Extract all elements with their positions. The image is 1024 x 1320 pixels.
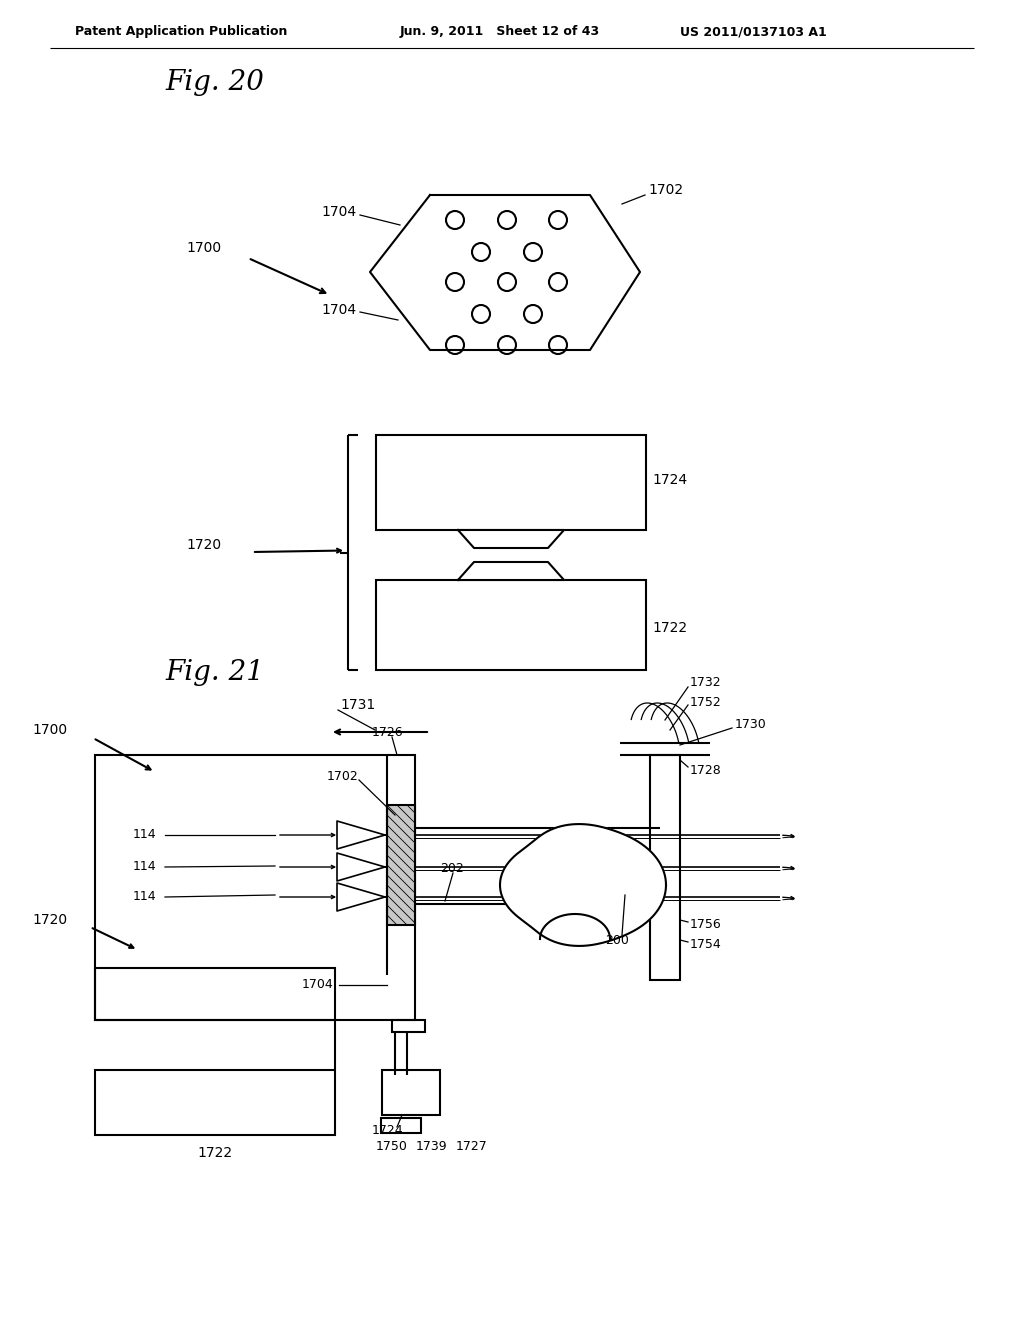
Bar — [95, 755, 415, 1020]
Bar — [650, 755, 680, 979]
Text: Patent Application Publication: Patent Application Publication — [75, 25, 288, 38]
Text: 1704: 1704 — [322, 304, 357, 317]
Text: 1730: 1730 — [735, 718, 767, 731]
Text: Fig. 21: Fig. 21 — [165, 659, 264, 685]
Text: 1704: 1704 — [302, 978, 334, 991]
Bar — [95, 1071, 335, 1135]
Text: 1724: 1724 — [652, 473, 687, 487]
Polygon shape — [337, 821, 385, 849]
Text: 1750: 1750 — [376, 1140, 408, 1154]
Text: 200: 200 — [605, 933, 629, 946]
Text: 1739: 1739 — [416, 1140, 447, 1154]
Text: 1726: 1726 — [372, 726, 403, 739]
Text: 1700: 1700 — [33, 723, 68, 737]
Text: 1752: 1752 — [690, 697, 722, 710]
Bar — [376, 436, 646, 531]
Text: 1722: 1722 — [198, 1146, 232, 1160]
Polygon shape — [500, 824, 666, 946]
Text: 1722: 1722 — [652, 620, 687, 635]
Text: 1724: 1724 — [372, 1123, 403, 1137]
Text: 114: 114 — [133, 829, 157, 842]
Text: Jun. 9, 2011   Sheet 12 of 43: Jun. 9, 2011 Sheet 12 of 43 — [400, 25, 600, 38]
Text: 202: 202 — [440, 862, 464, 875]
Bar — [382, 1071, 440, 1115]
Text: 1720: 1720 — [33, 913, 68, 927]
Text: 1702: 1702 — [648, 183, 683, 197]
Bar — [95, 968, 335, 1020]
Polygon shape — [458, 531, 564, 548]
Text: 114: 114 — [133, 861, 157, 874]
Text: 1728: 1728 — [690, 763, 722, 776]
Bar — [392, 1020, 425, 1032]
Text: 1720: 1720 — [186, 539, 222, 552]
Text: US 2011/0137103 A1: US 2011/0137103 A1 — [680, 25, 826, 38]
Text: 1756: 1756 — [690, 919, 722, 932]
Polygon shape — [337, 883, 385, 911]
Text: Fig. 20: Fig. 20 — [165, 69, 264, 95]
Text: 1731: 1731 — [340, 698, 375, 711]
Bar — [381, 1118, 421, 1133]
Polygon shape — [458, 562, 564, 579]
Text: 1732: 1732 — [690, 676, 722, 689]
Bar — [387, 805, 415, 925]
Text: 114: 114 — [133, 891, 157, 903]
Polygon shape — [337, 853, 385, 880]
Text: 1727: 1727 — [456, 1140, 487, 1154]
Text: 1702: 1702 — [327, 771, 358, 784]
Text: 1704: 1704 — [322, 205, 357, 219]
Text: 1754: 1754 — [690, 939, 722, 952]
Bar — [376, 579, 646, 671]
Text: 1700: 1700 — [186, 242, 222, 255]
